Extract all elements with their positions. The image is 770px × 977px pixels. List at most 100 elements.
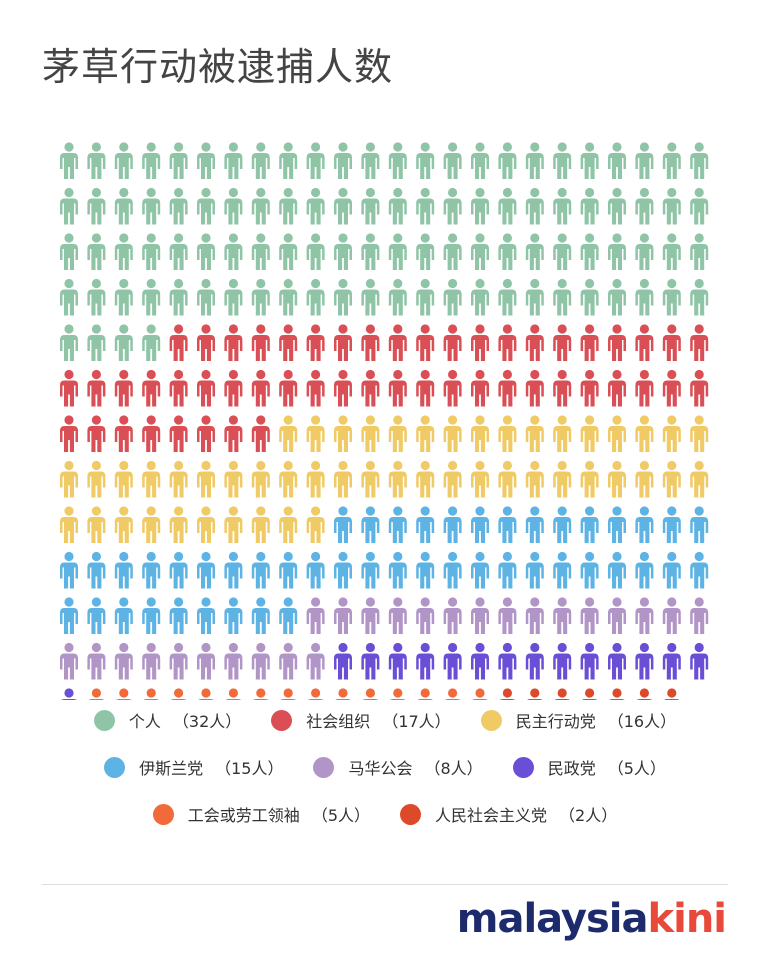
person-icon <box>307 688 324 700</box>
person-icon <box>279 415 298 452</box>
person-icon <box>251 142 270 179</box>
person-icon <box>279 233 298 270</box>
person-icon <box>334 278 352 316</box>
person-icon <box>225 688 242 700</box>
person-icon <box>635 142 654 179</box>
person-icon <box>169 142 188 179</box>
person-icon <box>361 142 380 179</box>
person-icon <box>361 642 380 680</box>
person-icon <box>388 642 407 680</box>
person-icon <box>416 369 435 407</box>
person-icon <box>114 369 133 407</box>
person-icon <box>334 233 352 270</box>
person-icon <box>388 415 407 452</box>
person-icon <box>169 187 188 225</box>
person-icon <box>608 551 626 589</box>
person-icon <box>471 415 489 452</box>
person-icon <box>60 506 78 543</box>
person-icon <box>635 506 654 543</box>
person-icon <box>471 233 489 270</box>
person-icon <box>197 415 215 452</box>
person-icon <box>60 233 78 270</box>
person-icon <box>525 460 544 498</box>
person-icon <box>224 233 243 270</box>
person-icon <box>498 551 517 589</box>
person-icon <box>525 642 544 680</box>
person-icon <box>608 506 626 543</box>
person-icon <box>60 551 78 589</box>
person-icon <box>416 278 435 316</box>
person-icon <box>279 551 298 589</box>
person-icon <box>306 278 325 316</box>
person-icon <box>224 642 243 680</box>
person-icon <box>443 278 462 316</box>
person-icon <box>142 506 161 543</box>
person-icon <box>471 642 489 680</box>
legend-swatch <box>400 803 421 825</box>
person-icon <box>169 460 188 498</box>
person-icon <box>690 597 709 634</box>
person-icon <box>224 551 243 589</box>
person-icon <box>416 551 435 589</box>
person-icon <box>635 369 654 407</box>
person-icon <box>279 506 298 543</box>
person-icon <box>608 597 626 634</box>
legend-label: 伊斯兰党 <box>139 759 204 778</box>
person-icon <box>690 187 709 225</box>
legend-count: （32人） <box>172 712 242 731</box>
person-icon <box>471 460 489 498</box>
person-icon <box>224 187 243 225</box>
person-icon <box>662 460 681 498</box>
person-icon <box>443 551 462 589</box>
person-icon <box>60 642 78 680</box>
person-icon <box>306 187 325 225</box>
person-icon <box>87 551 106 589</box>
person-icon <box>361 597 380 634</box>
person-icon <box>280 688 296 700</box>
person-icon <box>114 506 133 543</box>
legend-count: （16人） <box>607 712 677 731</box>
person-icon <box>498 187 517 225</box>
person-icon <box>690 142 709 179</box>
person-icon <box>443 415 462 452</box>
person-icon <box>388 597 407 634</box>
person-icon <box>306 324 325 361</box>
legend-row: 伊斯兰党 （15人） 马华公会 （8人） 民政党 （5人） <box>0 755 770 779</box>
legend-label: 人民社会主义党 <box>435 806 548 825</box>
person-icon <box>114 324 133 361</box>
person-icon <box>306 415 325 452</box>
person-icon <box>664 688 680 700</box>
person-icon <box>525 415 544 452</box>
person-icon <box>114 278 133 316</box>
person-icon <box>361 324 380 361</box>
person-icon <box>197 460 215 498</box>
person-icon <box>362 688 379 700</box>
legend-count: （15人） <box>215 759 284 778</box>
person-icon <box>390 688 406 700</box>
person-icon <box>608 369 626 407</box>
legend-item: 马华公会 （8人） <box>313 755 483 779</box>
person-icon <box>142 142 161 179</box>
person-icon <box>142 642 161 680</box>
person-icon <box>114 142 133 179</box>
person-icon <box>197 597 215 634</box>
person-icon <box>553 460 572 498</box>
person-icon <box>114 187 133 225</box>
person-icon <box>306 233 325 270</box>
person-icon <box>224 460 243 498</box>
person-icon <box>251 324 270 361</box>
legend-item: 民政党 （5人） <box>512 755 666 779</box>
person-icon <box>635 460 654 498</box>
person-icon <box>197 551 215 589</box>
person-icon <box>635 233 654 270</box>
legend-label: 民政党 <box>547 759 596 778</box>
person-icon <box>498 597 517 634</box>
person-icon <box>525 278 544 316</box>
person-icon <box>197 642 215 680</box>
person-icon <box>306 369 325 407</box>
logo-text-part2: kini <box>647 896 727 942</box>
person-icon <box>334 597 352 634</box>
person-icon <box>471 369 489 407</box>
person-icon <box>306 506 325 543</box>
legend-swatch <box>152 803 174 825</box>
